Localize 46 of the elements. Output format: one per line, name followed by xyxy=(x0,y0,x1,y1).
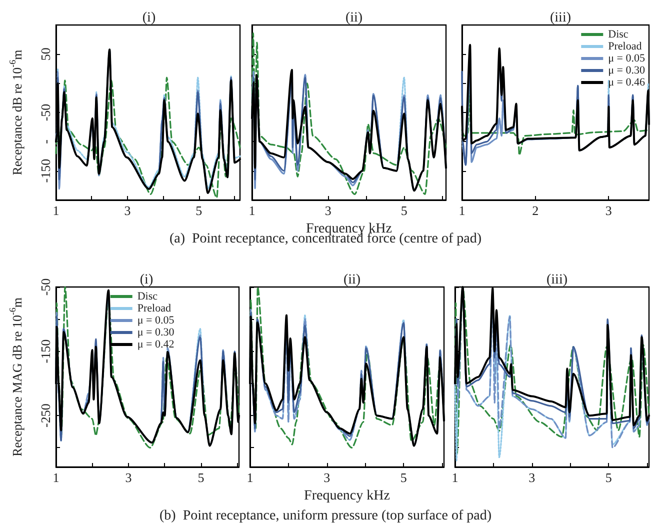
chart-title: (ii) xyxy=(345,10,363,26)
legend-label: Disc xyxy=(137,290,158,302)
legend-label: Preload xyxy=(608,40,642,52)
legend-label: Disc xyxy=(608,28,628,40)
x-tick-label: 3 xyxy=(605,203,612,218)
x-tick-label: 3 xyxy=(124,203,131,218)
line-series xyxy=(55,76,241,198)
x-tick-label: 1 xyxy=(248,203,256,218)
x-tick-label: 1 xyxy=(246,470,254,485)
chart-title: (i) xyxy=(142,10,156,26)
legend-label: μ = 0.30 xyxy=(137,326,175,338)
x-tick-label: 5 xyxy=(400,203,408,218)
chart-title: (iii) xyxy=(550,10,572,26)
legend-label: μ = 0.30 xyxy=(608,64,646,76)
y-tick-label: - xyxy=(38,139,53,144)
x-tick-label: 3 xyxy=(528,470,536,485)
x-tick-label: 1 xyxy=(52,203,60,218)
x-tick-label: 5 xyxy=(198,470,204,485)
x-tick-label: 3 xyxy=(324,203,332,218)
x-tick-label: 2 xyxy=(532,203,539,218)
y-tick-label: -250 xyxy=(38,404,53,428)
legend-label: μ = 0.46 xyxy=(608,76,646,88)
y-axis-title: Receptance dB re 10-6m xyxy=(8,50,24,176)
chart-title: (ii) xyxy=(343,272,361,288)
y-tick-label: -50 xyxy=(38,278,53,296)
x-tick-label: 1 xyxy=(458,203,466,218)
legend-label: Preload xyxy=(137,302,172,314)
y-tick-label: -150 xyxy=(38,158,53,183)
legend-label: μ = 0.05 xyxy=(608,52,646,64)
x-tick-label: 5 xyxy=(196,203,202,218)
y-axis-title: Receptance MAG dB re 10-6m xyxy=(8,297,24,457)
legend-label: μ = 0.05 xyxy=(137,314,175,326)
y-tick-label: -150 xyxy=(38,339,53,364)
chart-title: (i) xyxy=(140,272,154,288)
x-tick-label: 1 xyxy=(52,470,60,485)
chart-title: (iii) xyxy=(546,272,568,288)
x-tick-label: 1 xyxy=(452,470,458,485)
x-tick-label: 3 xyxy=(324,470,330,485)
y-tick-label: -50 xyxy=(38,104,53,122)
x-axis-title: Frequency kHz xyxy=(304,488,390,504)
x-tick-label: 5 xyxy=(605,470,612,485)
y-tick-label: 50 xyxy=(38,48,53,61)
x-tick-label: 5 xyxy=(400,470,407,485)
legend-label: μ = 0.42 xyxy=(137,338,174,350)
text: (b) Point receptance, uniform pressure (top surface of pad) xyxy=(160,508,492,524)
x-tick-label: 3 xyxy=(125,470,132,485)
